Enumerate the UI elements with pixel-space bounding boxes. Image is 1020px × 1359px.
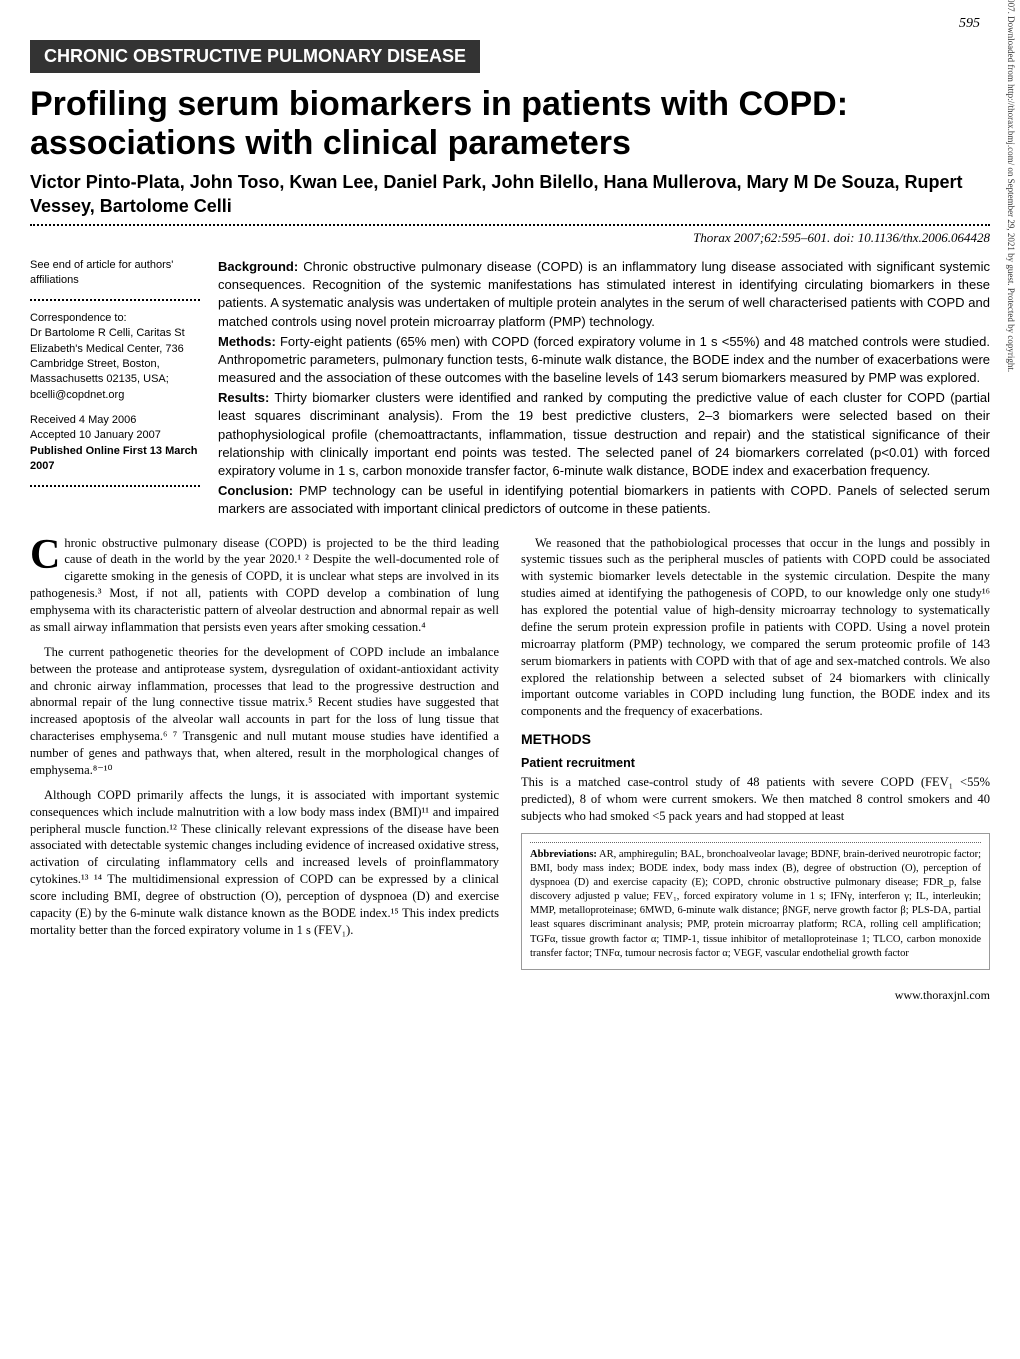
abstract-conclusion: PMP technology can be useful in identify… <box>218 483 990 516</box>
article-title: Profiling serum biomarkers in patients w… <box>30 85 990 163</box>
section-band: CHRONIC OBSTRUCTIVE PULMONARY DISEASE <box>30 40 480 73</box>
abstract-background: Chronic obstructive pulmonary disease (C… <box>218 259 990 329</box>
accepted-date: Accepted 10 January 2007 <box>30 428 200 443</box>
dropcap: C <box>30 535 64 572</box>
rationale-paragraph: We reasoned that the pathobiological pro… <box>521 535 990 721</box>
methods-paragraph-1: This is a matched case-control study of … <box>521 774 990 825</box>
intro-p1-text: hronic obstructive pulmonary disease (CO… <box>30 536 499 634</box>
published-first: Published Online First 13 March 2007 <box>30 444 200 475</box>
patient-recruitment-heading: Patient recruitment <box>521 755 990 772</box>
abbreviations-label: Abbreviations: <box>530 849 597 860</box>
intro-paragraph-1: Chronic obstructive pulmonary disease (C… <box>30 535 499 636</box>
abstract-results: Thirty biomarker clusters were identifie… <box>218 390 990 478</box>
affiliation-note: See end of article for authors' affiliat… <box>30 258 200 289</box>
abstract-methods: Forty-eight patients (65% men) with COPD… <box>218 334 990 385</box>
column-left: Chronic obstructive pulmonary disease (C… <box>30 535 499 970</box>
received-date: Received 4 May 2006 <box>30 413 200 428</box>
abstract-results-label: Results: <box>218 390 269 405</box>
abstract-text: Background: Chronic obstructive pulmonar… <box>218 258 990 521</box>
abstract-methods-label: Methods: <box>218 334 276 349</box>
abbrev-separator <box>530 842 981 843</box>
footer-url: www.thoraxjnl.com <box>30 988 990 1003</box>
abstract-conclusion-label: Conclusion: <box>218 483 293 498</box>
correspondence-sidebar: See end of article for authors' affiliat… <box>30 258 200 521</box>
abbreviations-text: AR, amphiregulin; BAL, bronchoalveolar l… <box>530 849 981 959</box>
page-number: 595 <box>959 16 980 32</box>
body-text: Chronic obstructive pulmonary disease (C… <box>30 535 990 970</box>
correspondence-heading: Correspondence to: <box>30 311 200 326</box>
authors-list: Victor Pinto-Plata, John Toso, Kwan Lee,… <box>30 171 990 218</box>
abstract-background-label: Background: <box>218 259 298 274</box>
intro-paragraph-2: The current pathogenetic theories for th… <box>30 644 499 779</box>
intro-paragraph-3: Although COPD primarily affects the lung… <box>30 787 499 939</box>
vertical-copyright-text: Thorax: first published as 10.1136/thx.2… <box>1006 0 1016 372</box>
abstract-block: See end of article for authors' affiliat… <box>30 258 990 521</box>
abbreviations-box: Abbreviations: AR, amphiregulin; BAL, br… <box>521 833 990 970</box>
doi-citation: Thorax 2007;62:595–601. doi: 10.1136/thx… <box>30 230 990 246</box>
sidebar-separator-2 <box>30 485 200 487</box>
sidebar-separator <box>30 299 200 301</box>
methods-heading: METHODS <box>521 730 990 749</box>
column-right: We reasoned that the pathobiological pro… <box>521 535 990 970</box>
separator-line <box>30 224 990 226</box>
correspondence-body: Dr Bartolome R Celli, Caritas St Elizabe… <box>30 326 200 403</box>
